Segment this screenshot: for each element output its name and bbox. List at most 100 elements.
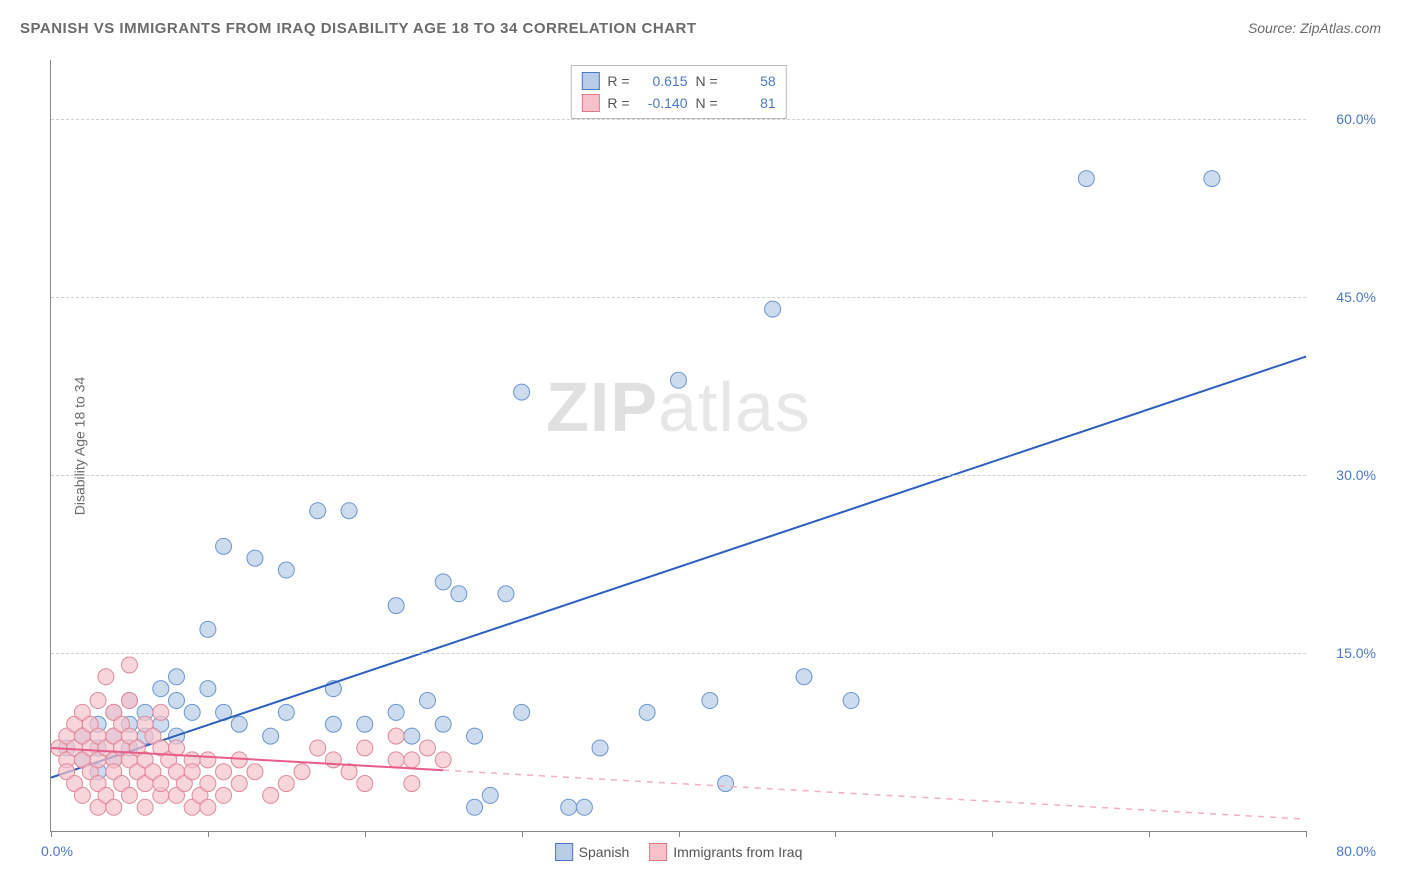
data-point <box>843 693 859 709</box>
data-point <box>702 693 718 709</box>
x-tick <box>835 831 836 837</box>
data-point <box>294 764 310 780</box>
data-point <box>592 740 608 756</box>
data-point <box>357 716 373 732</box>
data-point <box>467 799 483 815</box>
data-point <box>121 693 137 709</box>
data-point <box>216 787 232 803</box>
swatch-blue-icon <box>555 843 573 861</box>
data-point <box>216 764 232 780</box>
chart-title: SPANISH VS IMMIGRANTS FROM IRAQ DISABILI… <box>20 20 697 37</box>
r-value: -0.140 <box>638 95 688 111</box>
data-point <box>467 728 483 744</box>
data-point <box>420 740 436 756</box>
scatter-svg <box>51 60 1306 831</box>
x-tick <box>992 831 993 837</box>
data-point <box>200 621 216 637</box>
data-point <box>1078 171 1094 187</box>
data-point <box>388 598 404 614</box>
data-point <box>514 384 530 400</box>
data-point <box>169 669 185 685</box>
n-label: N = <box>696 95 718 111</box>
x-tick <box>208 831 209 837</box>
swatch-pink-icon <box>581 94 599 112</box>
x-tick <box>522 831 523 837</box>
data-point <box>74 787 90 803</box>
n-label: N = <box>696 73 718 89</box>
data-point <box>200 776 216 792</box>
data-point <box>325 716 341 732</box>
x-max-label: 80.0% <box>1336 843 1376 859</box>
gridline <box>51 119 1306 120</box>
r-label: R = <box>607 95 629 111</box>
data-point <box>310 740 326 756</box>
n-value: 81 <box>726 95 776 111</box>
swatch-blue-icon <box>581 72 599 90</box>
x-origin-label: 0.0% <box>41 843 73 859</box>
data-point <box>451 586 467 602</box>
legend-item-iraq: Immigrants from Iraq <box>649 843 802 861</box>
data-point <box>357 776 373 792</box>
x-tick <box>51 831 52 837</box>
data-point <box>200 799 216 815</box>
data-point <box>404 728 420 744</box>
data-point <box>435 574 451 590</box>
data-point <box>169 740 185 756</box>
chart-plot-area: ZIPatlas R = 0.615 N = 58 R = -0.140 N =… <box>50 60 1306 832</box>
data-point <box>200 681 216 697</box>
data-point <box>121 657 137 673</box>
gridline <box>51 475 1306 476</box>
data-point <box>247 764 263 780</box>
data-point <box>388 728 404 744</box>
data-point <box>231 776 247 792</box>
data-point <box>482 787 498 803</box>
data-point <box>121 787 137 803</box>
data-point <box>231 716 247 732</box>
data-point <box>263 728 279 744</box>
data-point <box>341 503 357 519</box>
y-tick-label: 30.0% <box>1336 467 1376 483</box>
data-point <box>247 550 263 566</box>
r-label: R = <box>607 73 629 89</box>
legend-item-spanish: Spanish <box>555 843 630 861</box>
data-point <box>796 669 812 685</box>
data-point <box>310 503 326 519</box>
data-point <box>404 776 420 792</box>
y-tick-label: 15.0% <box>1336 645 1376 661</box>
data-point <box>98 669 114 685</box>
data-point <box>435 716 451 732</box>
data-point <box>671 372 687 388</box>
data-point <box>106 799 122 815</box>
data-point <box>278 776 294 792</box>
data-point <box>184 704 200 720</box>
data-point <box>576 799 592 815</box>
n-value: 58 <box>726 73 776 89</box>
y-tick-label: 45.0% <box>1336 289 1376 305</box>
source-attribution: Source: ZipAtlas.com <box>1248 20 1381 36</box>
data-point <box>639 704 655 720</box>
data-point <box>200 752 216 768</box>
data-point <box>561 799 577 815</box>
r-value: 0.615 <box>638 73 688 89</box>
x-tick <box>1306 831 1307 837</box>
data-point <box>404 752 420 768</box>
data-point <box>137 799 153 815</box>
trend-line <box>51 357 1306 778</box>
data-point <box>90 693 106 709</box>
data-point <box>325 752 341 768</box>
data-point <box>278 562 294 578</box>
x-tick <box>365 831 366 837</box>
data-point <box>153 681 169 697</box>
data-point <box>216 538 232 554</box>
correlation-legend: R = 0.615 N = 58 R = -0.140 N = 81 <box>570 65 786 119</box>
legend-row-spanish: R = 0.615 N = 58 <box>581 70 775 92</box>
data-point <box>388 704 404 720</box>
data-point <box>765 301 781 317</box>
data-point <box>435 752 451 768</box>
x-tick <box>1149 831 1150 837</box>
legend-row-iraq: R = -0.140 N = 81 <box>581 92 775 114</box>
data-point <box>278 704 294 720</box>
legend-label: Spanish <box>579 844 630 860</box>
data-point <box>184 764 200 780</box>
data-point <box>420 693 436 709</box>
